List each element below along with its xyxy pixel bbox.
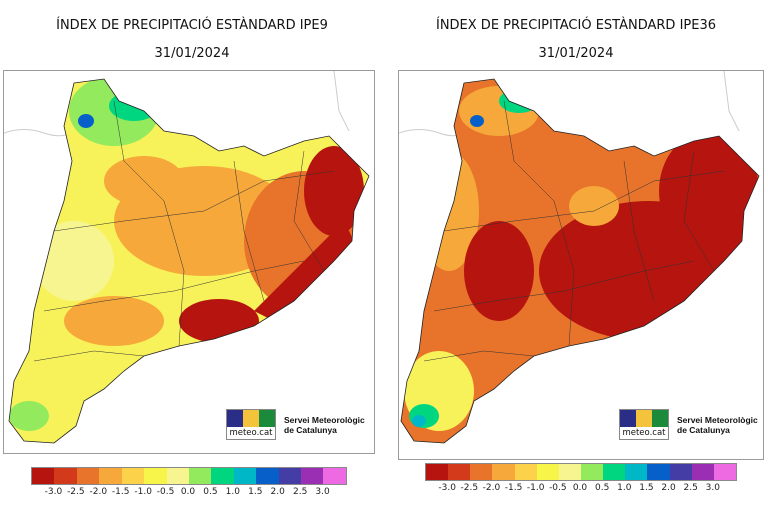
legend-tick-label: 3.0: [705, 483, 721, 493]
legend-tick-label: -1.0: [526, 483, 545, 493]
logo-brand: meteo.cat: [622, 428, 666, 438]
legend-swatch: [76, 468, 100, 484]
map-title: ÍNDEX DE PRECIPITACIÓ ESTÀNDARD IPE9: [56, 18, 328, 33]
legend-tick-label: 1.5: [248, 487, 263, 497]
legend-swatch: [166, 468, 189, 484]
logo-org-line1: Servei Meteorològic: [677, 414, 758, 425]
legend-tick-label: -0.5: [156, 487, 175, 497]
map-frame: meteo.cat Servei Meteorològic de Catalun…: [3, 70, 375, 454]
logo-box: meteo.cat: [226, 409, 276, 440]
legend-tick-label: 2.5: [292, 487, 308, 497]
legend-swatch: [691, 464, 714, 480]
legend-tick-label: 2.0: [661, 483, 676, 493]
legend-tick-label: -3.0: [44, 487, 63, 497]
border-line: [723, 71, 740, 132]
comarca-borders: [423, 100, 725, 362]
legend-tick-label: 0.5: [594, 483, 610, 493]
map-date: 31/01/2024: [154, 46, 230, 61]
legend-swatch: [233, 468, 257, 484]
logo-org-line1: Servei Meteorològic: [284, 414, 365, 425]
map-panel-ipe9: ÍNDEX DE PRECIPITACIÓ ESTÀNDARD IPE9 31/…: [3, 18, 375, 499]
logo-org: Servei Meteorològic de Catalunya: [284, 415, 365, 435]
legend-tick-label: -2.5: [460, 483, 479, 493]
catalonia-outline: [400, 78, 760, 444]
legend-swatch: [492, 464, 515, 480]
legend-swatch: [54, 468, 77, 484]
legend-tick-label: 0.0: [180, 487, 196, 497]
legend-tick-label: 1.5: [639, 483, 654, 493]
legend-tick-label: -3.0: [438, 483, 456, 493]
legend-swatch: [99, 468, 122, 484]
legend-swatch: [121, 468, 145, 484]
legend-swatch: [32, 468, 55, 484]
meteocat-logo: meteo.cat Servei Meteorològic de Catalun…: [619, 409, 758, 440]
legend-ticks: -3.0 -2.5 -2.0 -1.5 -1.0 -0.5 0.0 0.5 1.0 1.5 2.0 2…: [31, 487, 345, 499]
logo-org: Servei Meteorològic de Catalunya: [677, 415, 758, 435]
catalonia-map-ipe36: [399, 71, 760, 444]
legend-swatch: [448, 464, 471, 480]
sun-icon: [243, 410, 259, 427]
meteocat-logo: meteo.cat Servei Meteorològic de Catalun…: [226, 409, 365, 440]
legend-tick-label: 3.0: [315, 487, 330, 497]
logo-org-line2: de Catalunya: [677, 424, 730, 435]
legend-swatch: [514, 464, 537, 480]
legend-swatch: [536, 464, 559, 480]
map-date: 31/01/2024: [538, 46, 614, 61]
legend-colorbar: [31, 467, 347, 485]
map-panel-ipe36: ÍNDEX DE PRECIPITACIÓ ESTÀNDARD IPE36 31…: [384, 0, 768, 505]
legend-swatch: [470, 464, 493, 480]
legend-tick-label: 2.5: [683, 483, 698, 493]
legend-swatch: [647, 464, 670, 480]
leaf-icon: [652, 410, 668, 427]
legend-tick-label: -2.0: [482, 483, 501, 493]
legend-tick-label: 0.5: [203, 487, 218, 497]
legend-tick-label: -2.5: [67, 487, 85, 497]
legend-swatch: [558, 464, 581, 480]
sun-icon: [636, 410, 652, 427]
legend-swatch: [669, 464, 692, 480]
legend-colorbar: [425, 463, 737, 481]
legend-tick-label: -2.0: [89, 487, 108, 497]
legend-swatch: [713, 464, 736, 480]
catalonia-map-ipe9: [4, 71, 370, 444]
legend-swatch: [188, 468, 212, 484]
legend-tick-label: 1.0: [617, 483, 632, 493]
legend-swatch: [278, 468, 302, 484]
legend-swatch: [426, 464, 449, 480]
legend-swatch: [211, 468, 234, 484]
legend-swatch: [580, 464, 604, 480]
legend-tick-label: -1.5: [504, 483, 523, 493]
logo-box: meteo.cat: [619, 409, 669, 440]
legend-tick-label: 1.0: [225, 487, 241, 497]
bars-icon: [227, 410, 243, 427]
legend-tick-label: 0.0: [572, 483, 588, 493]
legend-swatch: [323, 468, 346, 484]
legend-tick-label: -1.0: [134, 487, 152, 497]
legend-swatch: [603, 464, 626, 480]
comarca-borders: [33, 100, 335, 362]
bars-icon: [620, 410, 636, 427]
catalonia-outline: [8, 78, 370, 444]
border-line: [333, 71, 350, 132]
logo-brand: meteo.cat: [229, 428, 273, 438]
legend-tick-label: -0.5: [549, 483, 567, 493]
map-frame: meteo.cat Servei Meteorològic de Catalun…: [398, 70, 764, 460]
legend-tick-label: 2.0: [270, 487, 285, 497]
leaf-icon: [259, 410, 275, 427]
legend-swatch: [301, 468, 324, 484]
logo-org-line2: de Catalunya: [284, 424, 337, 435]
legend-swatch: [625, 464, 648, 480]
legend-swatch: [256, 468, 279, 484]
legend-tick-label: -1.5: [111, 487, 130, 497]
legend-swatch: [144, 468, 167, 484]
map-title: ÍNDEX DE PRECIPITACIÓ ESTÀNDARD IPE36: [435, 18, 716, 33]
legend-ticks: -3.0 -2.5 -2.0 -1.5 -1.0 -0.5 0.0 0.5 1.0 1.5 2.0 2…: [425, 483, 735, 495]
